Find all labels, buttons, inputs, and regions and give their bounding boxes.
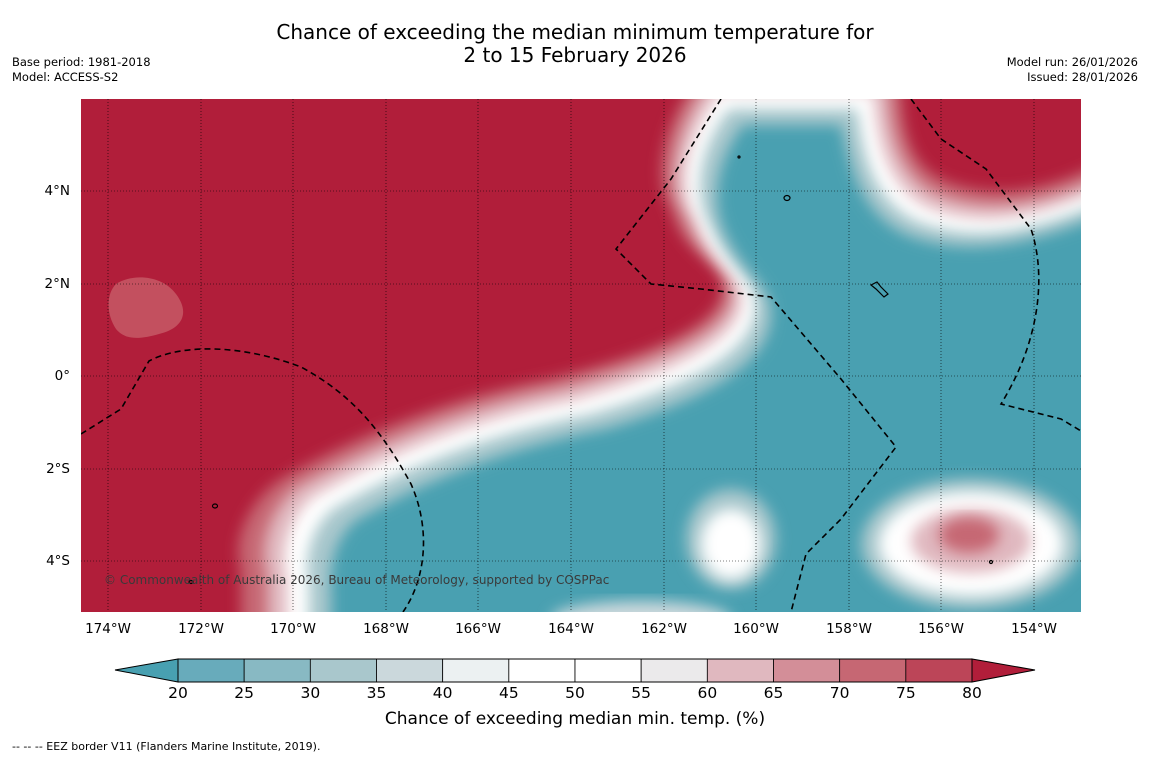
lon-label-162w: 162°W (641, 621, 687, 637)
cool-region (238, 99, 1081, 612)
colorbar-tick-label: 25 (234, 684, 255, 702)
colorbar (114, 658, 1036, 683)
base-period: Base period: 1981-2018 (12, 55, 151, 69)
colorbar-title: Chance of exceeding median min. temp. (%… (384, 709, 766, 729)
colorbar-tick-label: 20 (168, 684, 188, 702)
colorbar-segment (905, 658, 973, 683)
model-name: Model: ACCESS-S2 (12, 70, 119, 84)
colorbar-tick-label: 35 (366, 684, 387, 702)
lat-label-4n: 4°N (44, 183, 70, 199)
colorbar-segment (640, 658, 708, 683)
colorbar-tick-label: 80 (962, 684, 982, 702)
colorbar-tick-label: 40 (432, 684, 453, 702)
colorbar-low-arrow (114, 658, 179, 683)
copyright-notice: © Commonwealth of Australia 2026, Bureau… (104, 573, 610, 587)
colorbar-segment (773, 658, 841, 683)
lon-label-170w: 170°W (270, 621, 316, 637)
map-title-line2: 2 to 15 February 2026 (463, 43, 687, 67)
colorbar-segment (309, 658, 377, 683)
model-run: Model run: 26/01/2026 (1006, 55, 1138, 69)
lon-label-158w: 158°W (826, 621, 872, 637)
neutral-anomaly (686, 489, 776, 589)
lon-label-160w: 160°W (733, 621, 779, 637)
lon-label-154w: 154°W (1011, 621, 1057, 637)
neutral-strip-south (558, 601, 724, 612)
colorbar-tick-label: 60 (697, 684, 718, 702)
lat-label-2n: 2°N (44, 276, 70, 292)
colorbar-tick-label: 75 (895, 684, 916, 702)
colorbar-segment (508, 658, 576, 683)
colorbar-high-arrow (971, 658, 1036, 683)
islands (188, 155, 994, 585)
lon-label-174w: 174°W (85, 621, 131, 637)
colorbar-segment (177, 658, 245, 683)
colorbar-tick-label: 30 (300, 684, 321, 702)
lat-label-4s: 4°S (46, 553, 70, 569)
lon-label-166w: 166°W (455, 621, 501, 637)
lon-label-156w: 156°W (918, 621, 964, 637)
colorbar-segment (574, 658, 642, 683)
meta-left: Base period: 1981-2018 Model: ACCESS-S2 (12, 55, 151, 85)
eez-borders (81, 99, 1081, 612)
colorbar-tick-label: 70 (829, 684, 850, 702)
colorbar-tick-label: 45 (498, 684, 519, 702)
colorbar-segment (839, 658, 907, 683)
colorbar-segment (706, 658, 774, 683)
colorbar-tick-label: 55 (631, 684, 652, 702)
colorbar-tick-label: 65 (763, 684, 784, 702)
lon-label-164w: 164°W (548, 621, 594, 637)
meta-right: Model run: 26/01/2026 Issued: 28/01/2026 (1007, 55, 1138, 85)
warm-anomaly-southeast (861, 479, 1081, 609)
lat-label-2s: 2°S (46, 461, 70, 477)
lat-label-0: 0° (54, 368, 70, 384)
colorbar-segment (442, 658, 510, 683)
warm-patch-west (108, 277, 184, 338)
colorbar-segment (243, 658, 311, 683)
forecast-map (81, 99, 1081, 612)
colorbar-segment (376, 658, 444, 683)
map-title-line1: Chance of exceeding the median minimum t… (276, 20, 874, 44)
colorbar-tick-label: 50 (565, 684, 585, 702)
lon-label-168w: 168°W (363, 621, 409, 637)
issued-date: Issued: 28/01/2026 (1027, 70, 1138, 84)
eez-footnote: -- -- -- EEZ border V11 (Flanders Marine… (12, 740, 321, 753)
lon-label-172w: 172°W (178, 621, 224, 637)
